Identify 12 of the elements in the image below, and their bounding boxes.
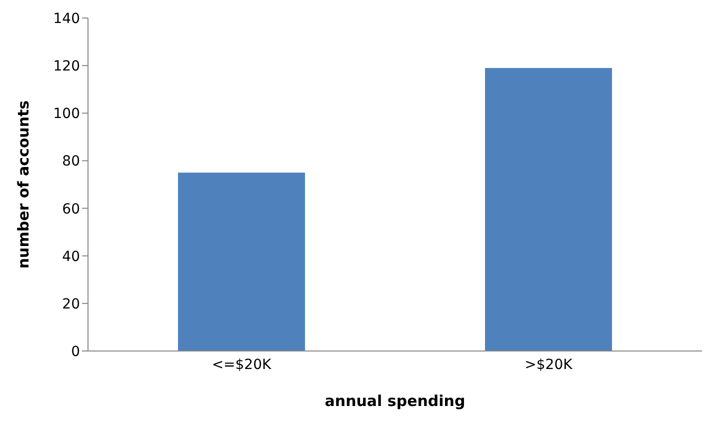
y-tick-label: 40 [62, 248, 80, 265]
y-tick-label: 0 [71, 344, 80, 360]
x-axis-title: annual spending [324, 392, 466, 410]
x-tick-label: >$20K [524, 356, 574, 373]
x-tick-label: <=$20K [212, 356, 272, 373]
y-tick-label: 100 [53, 106, 80, 122]
y-tick-label: 80 [62, 154, 80, 170]
y-axis-title: number of accounts [14, 100, 32, 269]
y-tick-label: 60 [62, 201, 80, 218]
y-tick-label: 120 [53, 58, 80, 75]
y-tick-label: 140 [53, 10, 80, 27]
y-tick-label: 20 [62, 296, 80, 312]
